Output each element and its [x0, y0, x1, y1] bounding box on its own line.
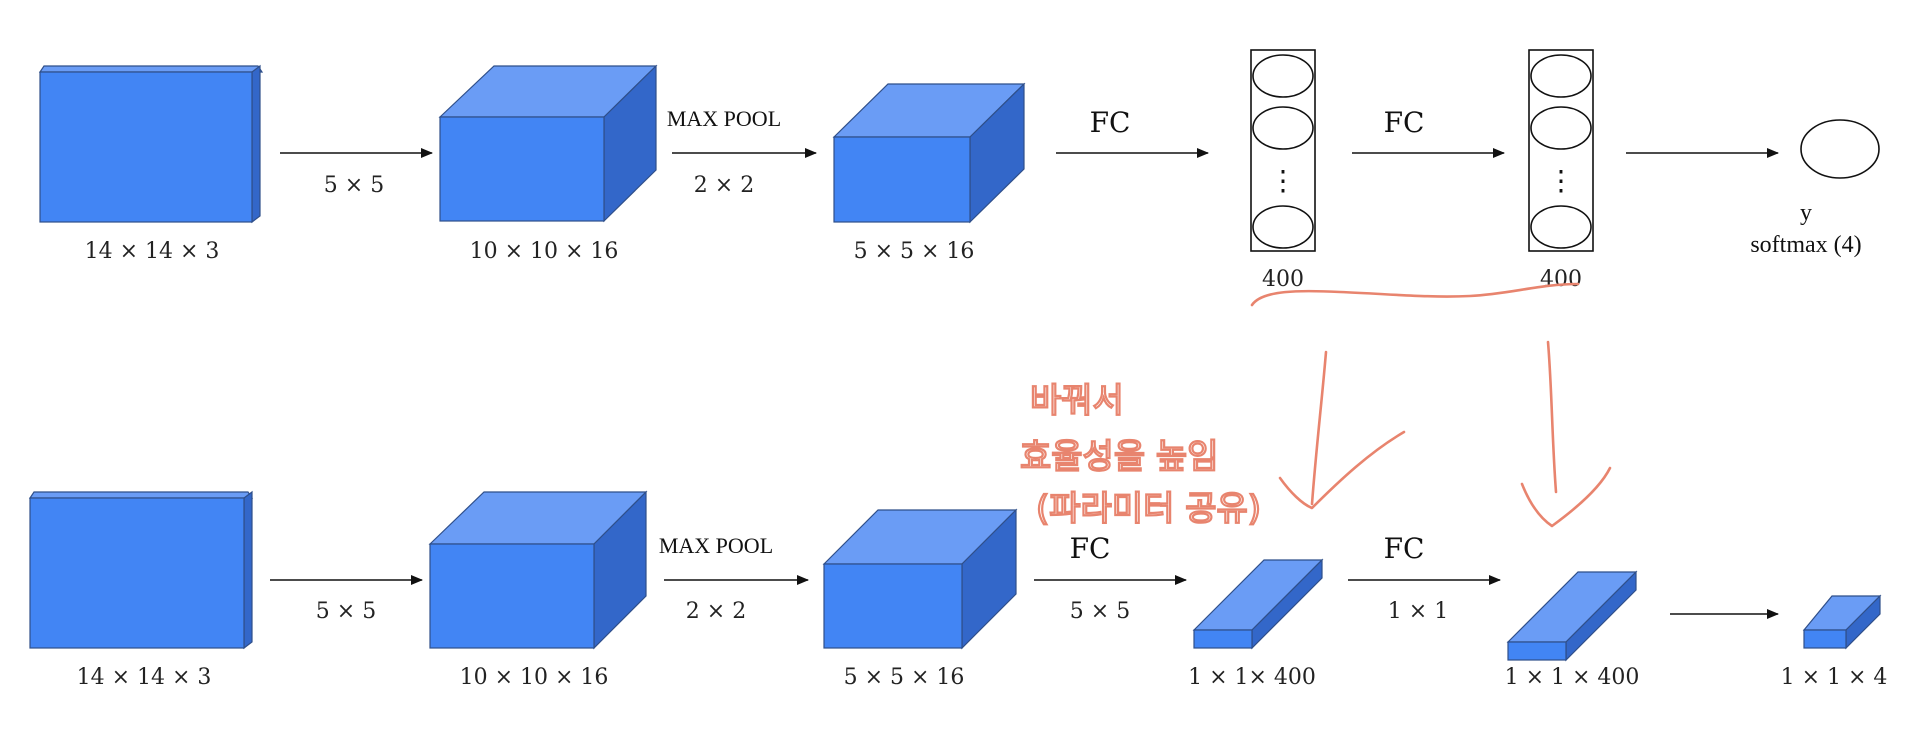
annotation-line-3: (파라미터 공유): [1036, 489, 1261, 529]
top-fc1-label: FC: [1090, 106, 1131, 139]
annotation-line-1: 바꿔서: [1030, 381, 1124, 421]
top-conv-kernel-label: 5 × 5: [324, 173, 384, 198]
neuron-ellipsis: ⋮: [1269, 164, 1297, 197]
annotation-arrow-right: [1520, 340, 1612, 528]
bottom-conv-output-label: 10 × 10 × 16: [460, 665, 609, 690]
bottom-fc1-volume: [1192, 558, 1324, 650]
top-fc1-units-label: 400: [1262, 267, 1304, 292]
bottom-final-output-label: 1 × 1 × 4: [1781, 665, 1888, 690]
neuron-ellipsis: ⋮: [1547, 164, 1575, 197]
bottom-fc1-output-label: 1 × 1× 400: [1188, 665, 1316, 690]
bottom-fc2-label: FC: [1384, 532, 1425, 565]
bottom-fc2-output-label: 1 × 1 × 400: [1505, 665, 1640, 690]
top-input-volume: [38, 64, 264, 224]
neuron: [1530, 54, 1592, 98]
output-neuron: [1800, 119, 1880, 179]
top-conv-output-label: 10 × 10 × 16: [470, 239, 619, 264]
annotation-underline: [1250, 282, 1580, 307]
bottom-input-volume: [28, 490, 254, 650]
top-pool-output-label: 5 × 5 × 16: [854, 239, 975, 264]
neuron: [1252, 106, 1314, 150]
top-fc2-neuron-column: ⋮: [1528, 49, 1594, 252]
neuron: [1530, 106, 1592, 150]
bottom-conv-volume: [428, 490, 648, 650]
neuron: [1252, 54, 1314, 98]
bottom-pool-title: MAX POOL: [659, 533, 773, 558]
annotation-arrow-left: [1278, 350, 1406, 510]
bottom-fc1-kernel-label: 5 × 5: [1070, 599, 1130, 624]
top-pool-size-label: 2 × 2: [694, 173, 754, 198]
annotation-line-2: 효율성을 높임: [1020, 437, 1219, 477]
bottom-conv-kernel-label: 5 × 5: [316, 599, 376, 624]
bottom-input-label: 14 × 14 × 3: [77, 665, 212, 690]
bottom-pool-size-label: 2 × 2: [686, 599, 746, 624]
top-pool-title: MAX POOL: [667, 106, 781, 131]
output-variable-label: y: [1800, 200, 1812, 226]
bottom-pool-volume: [822, 508, 1018, 650]
neuron: [1530, 205, 1592, 249]
bottom-fc2-kernel-label: 1 × 1: [1388, 599, 1448, 624]
top-fc2-label: FC: [1384, 106, 1425, 139]
top-pool-volume: [832, 82, 1026, 224]
bottom-fc1-label: FC: [1070, 532, 1111, 565]
bottom-fc2-volume: [1506, 570, 1638, 662]
bottom-pool-output-label: 5 × 5 × 16: [844, 665, 965, 690]
top-conv-volume: [438, 64, 658, 223]
bottom-output-volume: [1802, 594, 1882, 650]
neuron: [1252, 205, 1314, 249]
top-input-label: 14 × 14 × 3: [85, 239, 220, 264]
output-softmax-label: softmax (4): [1750, 232, 1861, 258]
top-fc1-neuron-column: ⋮: [1250, 49, 1316, 252]
top-fc2-units-label: 400: [1540, 267, 1582, 292]
